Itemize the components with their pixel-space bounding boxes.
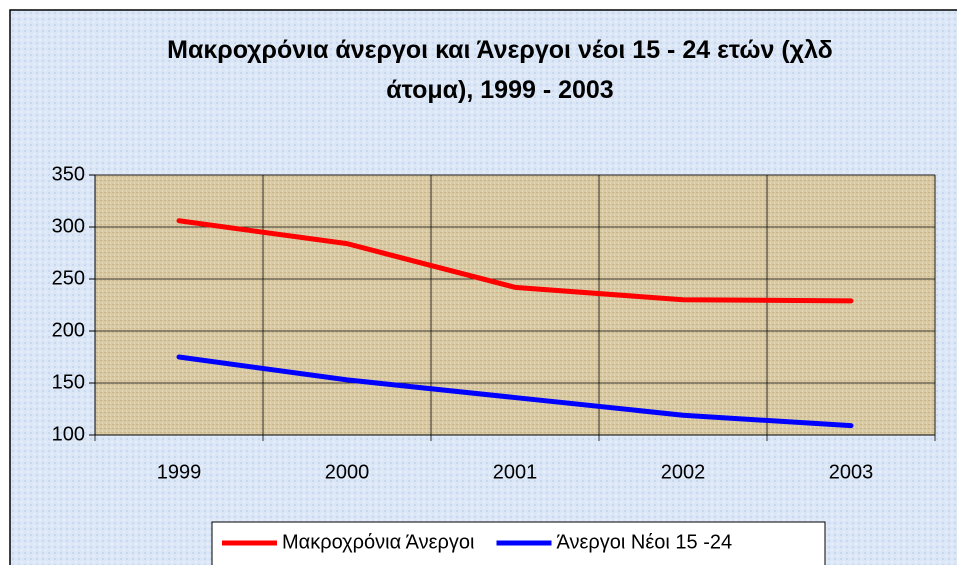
legend-label: Άνεργοι Νέοι 15 -24 bbox=[557, 531, 733, 553]
y-tick-label: 150 bbox=[52, 371, 85, 393]
x-tick-label: 2001 bbox=[493, 461, 538, 483]
y-tick-label: 200 bbox=[52, 319, 85, 341]
y-tick-label: 350 bbox=[52, 163, 85, 185]
y-tick-label: 300 bbox=[52, 215, 85, 237]
series-line bbox=[176, 354, 854, 429]
x-tick-label: 1999 bbox=[157, 461, 202, 483]
legend-label: Μακροχρόνια Άνεργοι bbox=[282, 531, 475, 553]
x-tick-label: 2002 bbox=[661, 461, 706, 483]
x-tick-label: 2000 bbox=[325, 461, 370, 483]
x-tick-label: 2003 bbox=[829, 461, 874, 483]
series-line bbox=[176, 218, 854, 304]
y-tick-label: 250 bbox=[52, 267, 85, 289]
plot-area bbox=[94, 174, 936, 436]
chart-title: Μακροχρόνια άνεργοι και Άνεργοι νέοι 15 … bbox=[167, 36, 833, 104]
y-tick-label: 100 bbox=[52, 423, 85, 445]
